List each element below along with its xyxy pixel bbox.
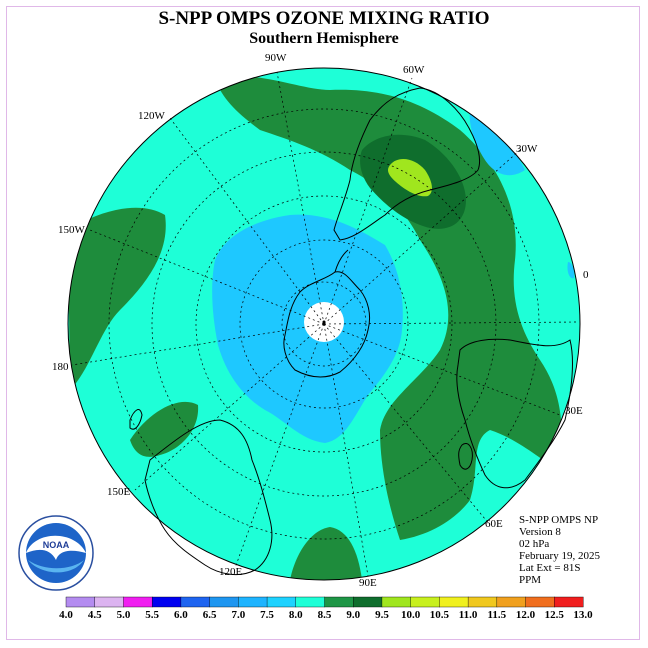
lon-label-60e: 60E [485, 518, 503, 530]
contour-8.0-8.5-west [68, 207, 166, 390]
contour-7.0-7.5-ne [469, 110, 525, 176]
lon-label-90e: 90E [359, 577, 377, 589]
info-lat-ext: Lat Ext = 81S [519, 562, 581, 574]
figure-frame [6, 6, 640, 640]
info-version: Version 8 [519, 526, 561, 538]
lon-label-180: 180 [52, 361, 69, 373]
contour-8.0-8.5-east [215, 76, 562, 540]
lon-label-90w: 90W [265, 52, 287, 64]
coast-south-america [333, 87, 481, 241]
map-title: S-NPP OMPS OZONE MIXING RATIO [158, 8, 490, 29]
lon-label-30e: 30E [565, 405, 583, 417]
lon-label-150e: 150E [107, 486, 131, 498]
lon-label-120e: 120E [219, 566, 243, 578]
info-date: February 19, 2025 [519, 550, 600, 562]
info-instrument: S-NPP OMPS NP [519, 514, 599, 526]
lon-label-0: 0 [583, 269, 589, 281]
noaa-logo: NOAA [18, 515, 94, 591]
noaa-logo-text: NOAA [43, 540, 70, 550]
info-units: PPM [519, 574, 542, 586]
coast-australia [144, 419, 273, 576]
lon-label-120w: 120W [138, 110, 166, 122]
coast-africa [456, 338, 573, 489]
lon-label-60w: 60W [403, 64, 425, 76]
map-border [67, 67, 581, 581]
lon-label-30w: 30W [516, 143, 538, 155]
contour-7.0-7.5-e [567, 262, 575, 279]
product-info: S-NPP OMPS NP Version 8 02 hPa February … [519, 514, 600, 586]
info-pressure: 02 hPa [519, 538, 550, 550]
coast-new-zealand [129, 409, 143, 430]
coastlines [129, 87, 573, 576]
contour-8.0-8.5-southwest [130, 401, 199, 457]
coast-antarctic-peninsula [334, 249, 349, 273]
coast-antarctica [283, 271, 371, 378]
lon-label-150w: 150W [58, 224, 86, 236]
map-subtitle: Southern Hemisphere [249, 30, 399, 47]
contour-9.0-9.5 [388, 158, 432, 197]
coast-madagascar [458, 443, 473, 470]
contour-8.0-8.5-south [290, 527, 362, 580]
graticule [71, 71, 579, 577]
